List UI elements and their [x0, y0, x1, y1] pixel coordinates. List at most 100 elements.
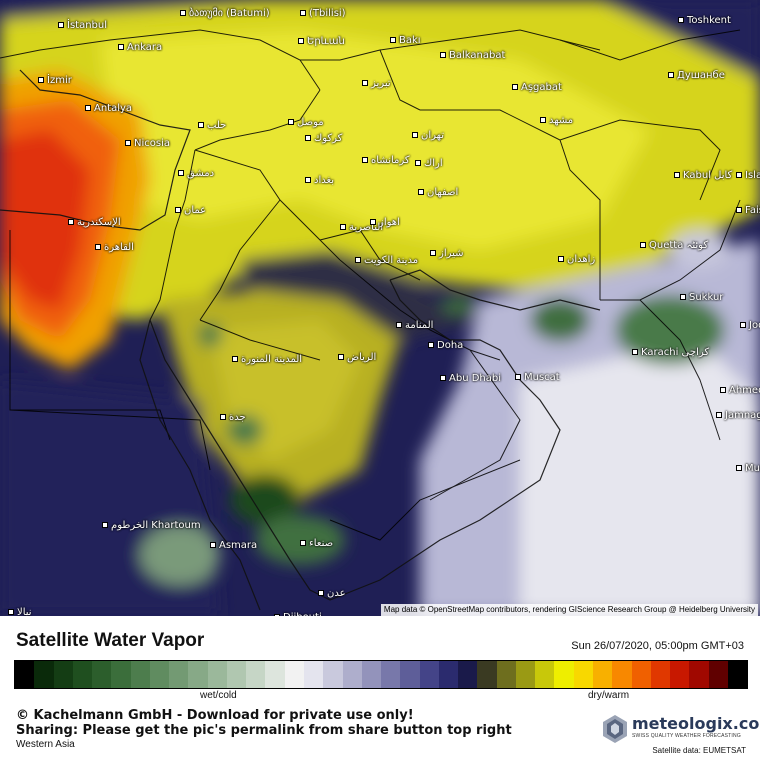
scale-label-wet: wet/cold	[200, 690, 237, 701]
city-label: المدينة المنورة	[232, 354, 302, 365]
city-name: Jamnaga	[725, 410, 760, 421]
city-label: Doha	[428, 340, 463, 351]
city-marker-icon	[180, 10, 186, 16]
city-name: ბათუმი (Batumi)	[189, 8, 270, 19]
city-name: المنامة	[405, 320, 434, 331]
city-marker-icon	[736, 465, 742, 471]
city-name: Ankara	[127, 42, 163, 53]
city-label: نيالا	[8, 607, 32, 616]
city-label: Mun	[736, 463, 760, 474]
scale-swatch	[246, 661, 266, 688]
meteologix-logo-icon[interactable]	[602, 714, 628, 744]
city-label: Quetta كوئٹہ	[640, 240, 708, 251]
city-marker-icon	[632, 349, 638, 355]
scale-swatch	[477, 661, 497, 688]
city-label: اراك	[415, 158, 443, 169]
city-marker-icon	[428, 342, 434, 348]
city-label: (Tbilisi)	[300, 8, 346, 19]
city-name: Ahmed	[729, 385, 760, 396]
city-label: Djibouti	[274, 612, 322, 616]
scale-swatch	[226, 661, 247, 688]
city-marker-icon	[318, 590, 324, 596]
city-label: المنامة	[396, 320, 433, 331]
city-name: Quetta كوئٹہ	[649, 240, 709, 251]
city-name: Djibouti	[283, 612, 322, 616]
brand-name[interactable]: meteologix.com	[632, 714, 760, 733]
city-label: حلب	[198, 120, 226, 131]
city-name: عمان	[184, 205, 207, 216]
scale-swatch	[303, 661, 324, 688]
scale-swatch	[361, 661, 382, 688]
scale-swatch	[111, 661, 131, 688]
city-marker-icon	[210, 542, 216, 548]
city-name: Aşgabat	[521, 82, 562, 93]
city-label: اهواز	[370, 217, 400, 228]
city-label: Bakı	[390, 35, 421, 46]
city-name: Mun	[745, 463, 760, 474]
city-name: جدة	[229, 412, 246, 423]
city-label: الناصرية	[340, 222, 383, 233]
brand-tagline: SWISS QUALITY WEATHER FORECASTING	[632, 733, 741, 739]
city-marker-icon	[396, 322, 402, 328]
scale-swatch	[670, 661, 690, 688]
scale-swatch	[496, 661, 516, 688]
city-label: جدة	[220, 412, 246, 423]
city-name: موصل	[297, 117, 324, 128]
city-label: صنعاء	[300, 538, 333, 549]
city-name: Jod	[749, 320, 760, 331]
city-label: بغداد	[305, 175, 334, 186]
city-label: Душанбе	[668, 70, 725, 81]
city-name: تهران	[421, 130, 445, 141]
city-label: شيراز	[430, 248, 464, 259]
scale-swatch	[554, 661, 574, 688]
city-marker-icon	[305, 135, 311, 141]
city-marker-icon	[412, 132, 418, 138]
city-marker-icon	[298, 38, 304, 44]
city-marker-icon	[558, 256, 564, 262]
city-marker-icon	[8, 609, 14, 615]
city-label: Islam	[736, 170, 760, 181]
city-label: Aşgabat	[512, 82, 562, 93]
city-marker-icon	[674, 172, 680, 178]
city-name: اصفهان	[427, 187, 459, 198]
city-marker-icon	[38, 77, 44, 83]
city-marker-icon	[640, 242, 646, 248]
city-marker-icon	[338, 354, 344, 360]
city-marker-icon	[512, 84, 518, 90]
city-marker-icon	[430, 250, 436, 256]
city-label: القاهرة	[95, 242, 134, 253]
city-label: İzmir	[38, 75, 72, 86]
city-marker-icon	[740, 322, 746, 328]
scale-swatch	[188, 661, 208, 688]
city-marker-icon	[362, 80, 368, 86]
scale-swatch	[149, 661, 170, 688]
city-label: Karachi کراچی	[632, 347, 709, 358]
city-label: دمشق	[178, 168, 214, 179]
water-vapor-image	[0, 0, 760, 616]
color-scale-bar	[14, 660, 748, 689]
city-label: Balkanabat	[440, 50, 505, 61]
scale-swatch	[400, 661, 420, 688]
city-marker-icon	[68, 219, 74, 225]
city-marker-icon	[440, 52, 446, 58]
city-label: Sukkur	[680, 292, 723, 303]
scale-swatch	[53, 661, 73, 688]
city-label: الرياض	[338, 352, 376, 363]
city-marker-icon	[440, 375, 446, 381]
map-attribution[interactable]: Map data © OpenStreetMap contributors, r…	[380, 604, 758, 616]
page-title: Satellite Water Vapor	[16, 630, 205, 651]
city-name: Sukkur	[689, 292, 724, 303]
city-name: Antalya	[94, 103, 133, 114]
city-marker-icon	[390, 37, 396, 43]
city-marker-icon	[418, 189, 424, 195]
city-label: Muscat	[515, 372, 560, 383]
city-name: Muscat	[524, 372, 560, 383]
city-name: بغداد	[314, 175, 335, 186]
city-marker-icon	[58, 22, 64, 28]
city-marker-icon	[720, 387, 726, 393]
scale-swatch	[419, 661, 439, 688]
city-name: Islam	[745, 170, 760, 181]
city-name: Asmara	[219, 540, 258, 551]
city-label: مدينة الكويت	[355, 255, 418, 266]
city-label: Nicosia	[125, 138, 170, 149]
